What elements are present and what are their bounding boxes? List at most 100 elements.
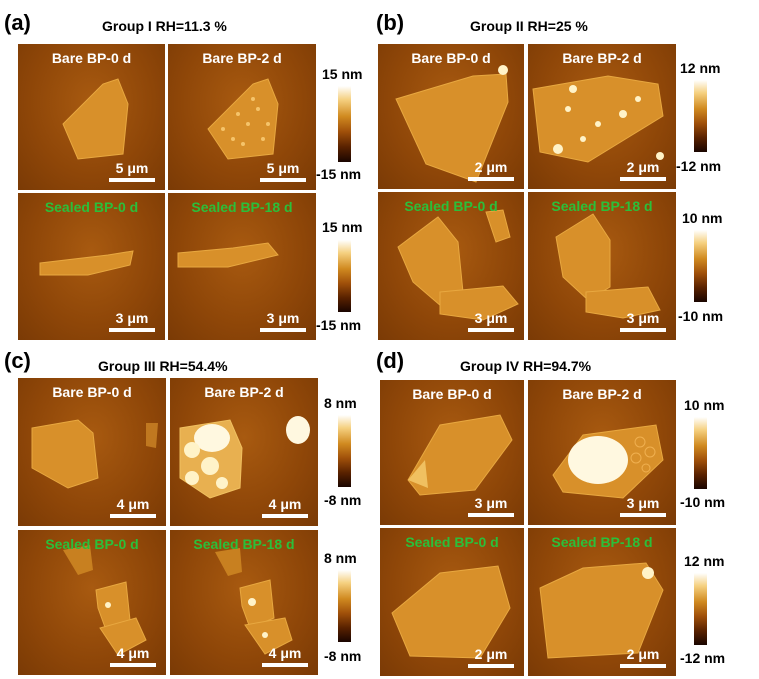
bp-flake xyxy=(179,416,310,499)
afm-image-b-sealed-18d: Sealed BP-18 d 3 μm xyxy=(528,192,676,340)
scale-bar: 3 μm xyxy=(620,310,666,332)
bp-flake xyxy=(552,424,664,499)
colorbar-max-label: 15 nm xyxy=(322,219,363,235)
image-label: Bare BP-2 d xyxy=(562,50,642,66)
scale-bar-line xyxy=(109,178,155,182)
bp-flake xyxy=(391,565,511,659)
afm-image-d-bare-0d: Bare BP-0 d 3 μm xyxy=(380,380,524,525)
scale-bar-line xyxy=(260,178,306,182)
colorbar-min-label: -8 nm xyxy=(324,492,362,508)
panel-title-a: Group I RH=11.3 % xyxy=(102,18,227,34)
colorbar-min-label: -10 nm xyxy=(680,494,726,510)
panel-letter-d: (d) xyxy=(376,348,405,373)
colorbar-max-label: 8 nm xyxy=(324,395,357,411)
scale-bar-line xyxy=(468,513,514,517)
height-colorbar xyxy=(694,230,707,302)
scale-bar: 3 μm xyxy=(468,495,514,517)
scale-bar: 2 μm xyxy=(468,159,514,181)
scale-bar-line xyxy=(620,664,666,668)
bp-flake xyxy=(407,414,513,496)
panel-letter-b: (b) xyxy=(376,10,405,35)
panel-title-c: Group III RH=54.4% xyxy=(98,358,228,374)
bp-flake xyxy=(62,78,129,160)
scale-bar: 4 μm xyxy=(110,645,156,667)
image-label: Sealed BP-18 d xyxy=(193,536,295,552)
scale-bar: 2 μm xyxy=(620,646,666,668)
height-colorbar xyxy=(694,417,707,489)
afm-image-c-sealed-0d: Sealed BP-0 d 4 μm xyxy=(18,530,166,675)
image-label: Sealed BP-18 d xyxy=(551,534,653,550)
image-label: Bare BP-2 d xyxy=(562,386,642,402)
scale-bar-text: 2 μm xyxy=(474,646,508,662)
afm-image-a-bare-2d: Bare BP-2 d 5 μm xyxy=(168,44,316,190)
scale-bar-text: 4 μm xyxy=(116,496,150,512)
scale-bar-text: 3 μm xyxy=(474,495,508,511)
afm-image-b-bare-2d: Bare BP-2 d 2 μm xyxy=(528,44,676,189)
colorbar-max-label: 12 nm xyxy=(680,60,721,76)
afm-image-d-bare-2d: Bare BP-2 d 3 μm xyxy=(528,380,676,525)
scale-bar-line xyxy=(262,514,308,518)
height-colorbar xyxy=(338,240,351,312)
image-label: Sealed BP-0 d xyxy=(405,534,499,550)
scale-bar-line xyxy=(262,663,308,667)
bp-flake xyxy=(532,75,664,163)
afm-image-b-sealed-0d: Sealed BP-0 d 3 μm xyxy=(378,192,524,340)
scale-bar: 5 μm xyxy=(260,160,306,182)
image-label: Sealed BP-18 d xyxy=(191,199,293,215)
afm-image-b-bare-0d: Bare BP-0 d 2 μm xyxy=(378,44,524,189)
colorbar-max-label: 12 nm xyxy=(684,553,725,569)
scale-bar-line xyxy=(620,177,666,181)
colorbar-min-label: -12 nm xyxy=(680,650,726,666)
scale-bar-line xyxy=(620,513,666,517)
bp-flake xyxy=(207,78,279,160)
scale-bar-text: 3 μm xyxy=(626,495,660,511)
colorbar-min-label: -10 nm xyxy=(678,308,724,324)
scale-bar-line xyxy=(260,328,306,332)
colorbar-max-label: 10 nm xyxy=(682,210,723,226)
image-label: Bare BP-0 d xyxy=(52,384,132,400)
scale-bar-text: 4 μm xyxy=(268,645,302,661)
scale-bar-text: 4 μm xyxy=(268,496,302,512)
scale-bar-line xyxy=(620,328,666,332)
scale-bar: 4 μm xyxy=(262,496,308,518)
scale-bar-text: 3 μm xyxy=(266,310,300,326)
image-label: Bare BP-2 d xyxy=(204,384,284,400)
scale-bar: 4 μm xyxy=(110,496,156,518)
scale-bar-line xyxy=(110,663,156,667)
afm-image-d-sealed-18d: Sealed BP-18 d 2 μm xyxy=(528,528,676,676)
scale-bar-text: 2 μm xyxy=(474,159,508,175)
height-colorbar xyxy=(338,415,351,487)
afm-image-c-bare-0d: Bare BP-0 d 4 μm xyxy=(18,378,166,526)
panel-title-b: Group II RH=25 % xyxy=(470,18,588,34)
scale-bar-text: 3 μm xyxy=(626,310,660,326)
bp-flake xyxy=(555,213,661,319)
scale-bar-line xyxy=(468,177,514,181)
scale-bar: 3 μm xyxy=(620,495,666,517)
image-label: Sealed BP-18 d xyxy=(551,198,653,214)
scale-bar-line xyxy=(468,328,514,332)
colorbar-max-label: 8 nm xyxy=(324,550,357,566)
bp-flake xyxy=(39,250,134,276)
scale-bar: 3 μm xyxy=(468,310,514,332)
scale-bar-text: 2 μm xyxy=(626,646,660,662)
afm-image-c-bare-2d: Bare BP-2 d 4 μm xyxy=(170,378,318,526)
height-colorbar xyxy=(694,80,707,152)
scale-bar: 3 μm xyxy=(260,310,306,332)
scale-bar-text: 3 μm xyxy=(474,310,508,326)
colorbar-max-label: 15 nm xyxy=(322,66,363,82)
bp-flake xyxy=(31,419,158,489)
colorbar-max-label: 10 nm xyxy=(684,397,725,413)
colorbar-min-label: -8 nm xyxy=(324,648,362,664)
image-label: Sealed BP-0 d xyxy=(44,199,139,215)
bp-flake xyxy=(63,545,147,656)
scale-bar: 4 μm xyxy=(262,645,308,667)
bp-flake xyxy=(215,548,293,655)
afm-image-c-sealed-18d: Sealed BP-18 d 4 μm xyxy=(170,530,318,675)
colorbar-min-label: -15 nm xyxy=(316,317,362,333)
scale-bar-line xyxy=(468,664,514,668)
panel-title-d: Group IV RH=94.7% xyxy=(460,358,592,374)
scale-bar-text: 5 μm xyxy=(115,160,149,176)
afm-image-d-sealed-0d: Sealed BP-0 d 2 μm xyxy=(380,528,524,676)
colorbar-min-label: -12 nm xyxy=(676,158,722,174)
bp-flake xyxy=(395,65,509,183)
